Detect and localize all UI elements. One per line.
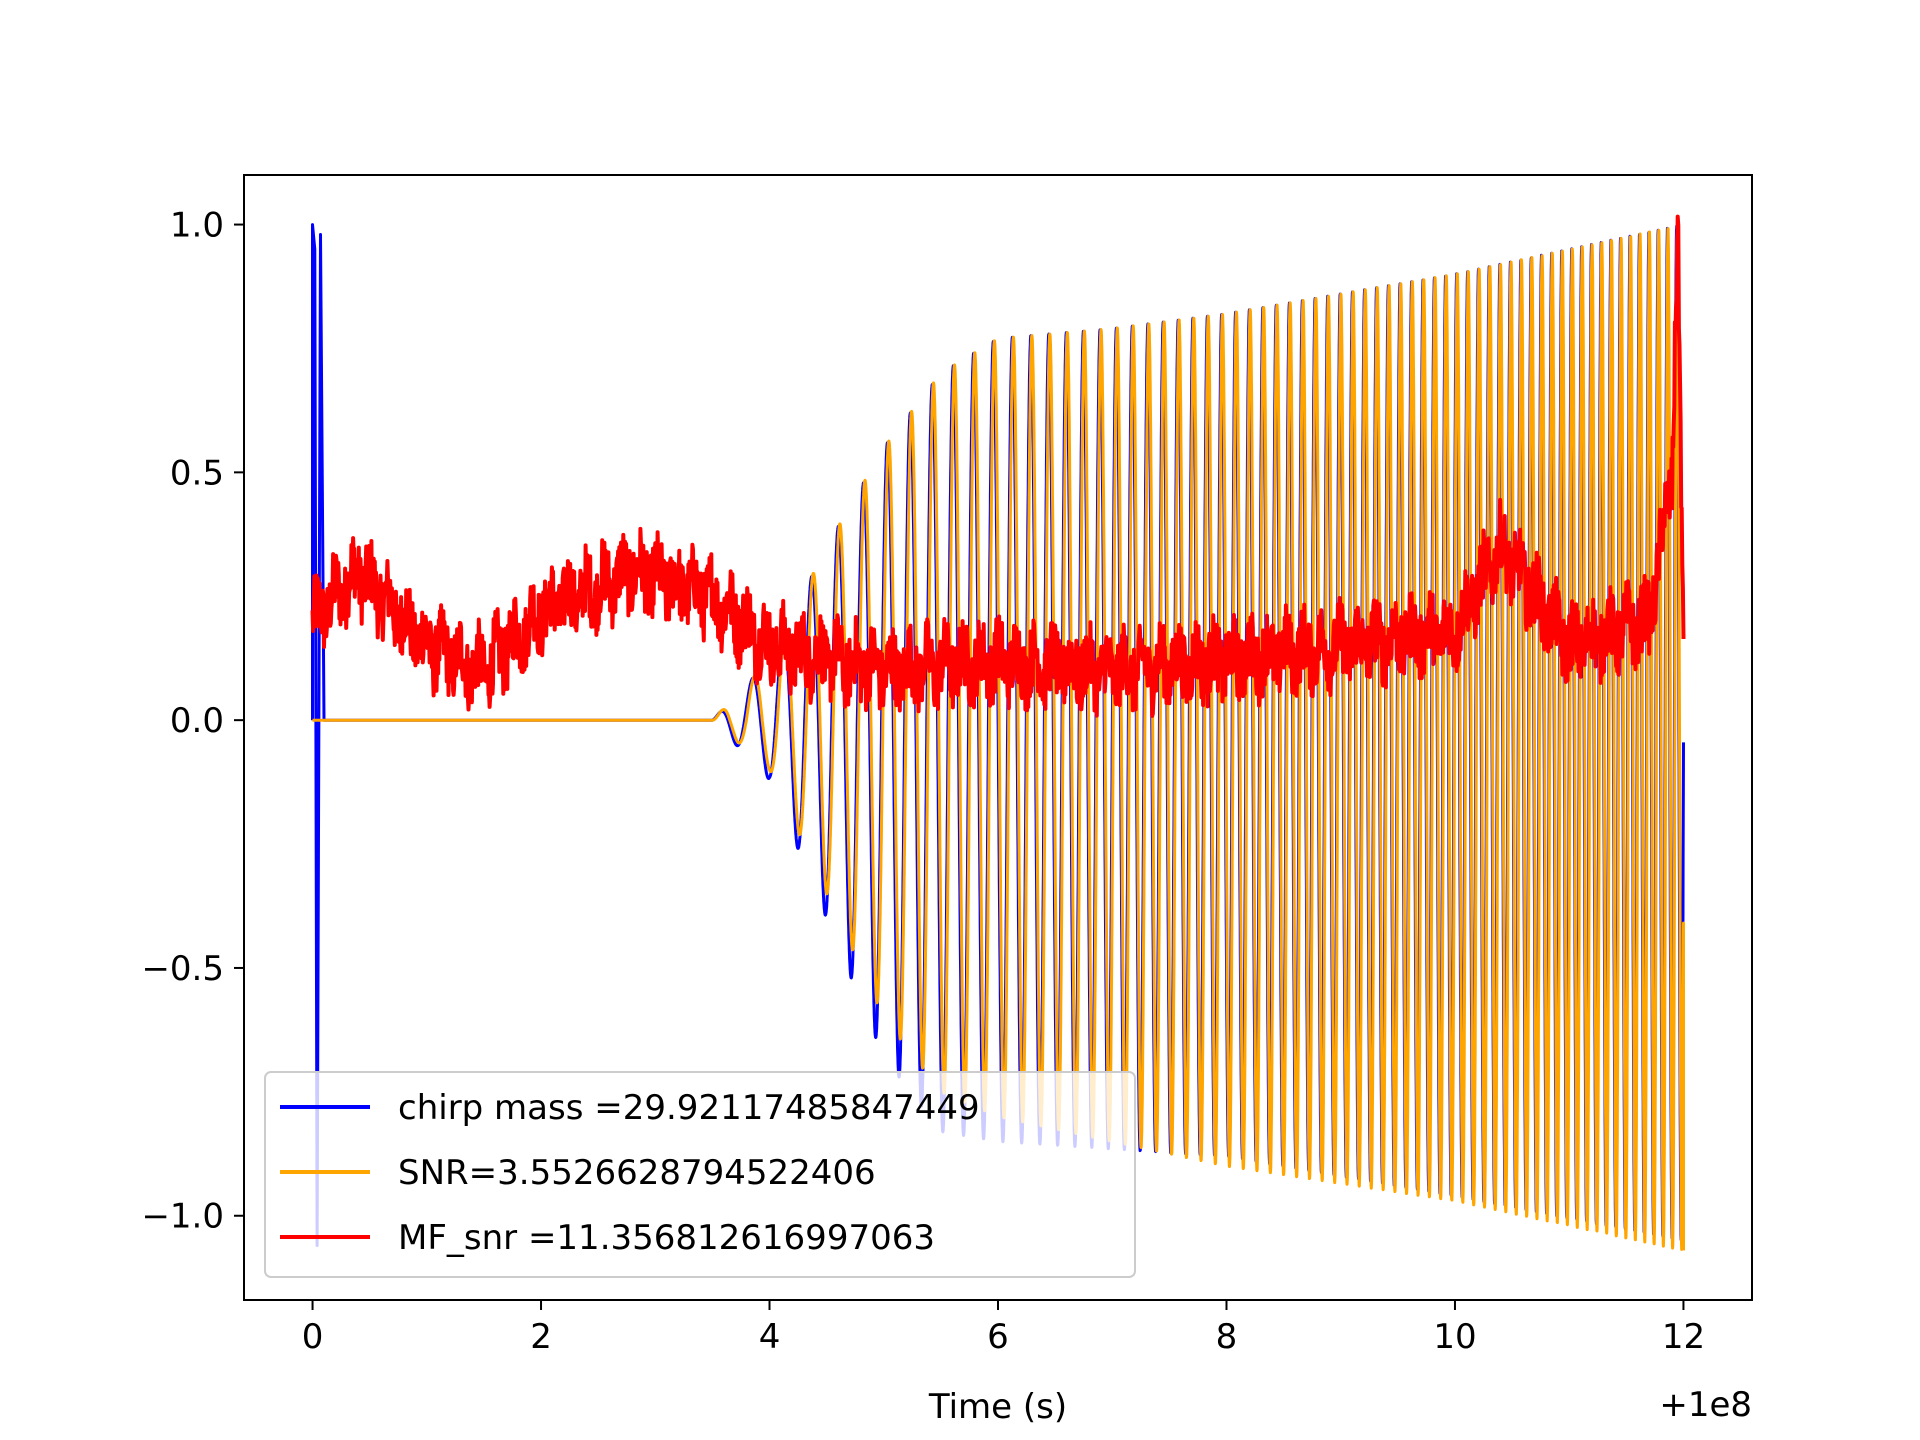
legend-label: MF_snr =11.356812616997063 [398,1218,935,1258]
series-layer [310,214,1686,1251]
y-axis: 1.0 0.5 0.0 −0.5 −1.0 [141,206,244,1237]
x-offset-label: +1e8 [1659,1385,1752,1425]
series-line-3 [310,214,1686,718]
legend-label: chirp mass =29.92117485847449 [398,1088,980,1128]
series-line-2 [312,224,1685,1251]
x-axis-label: Time (s) [928,1387,1067,1427]
x-tick-label: 4 [759,1317,781,1357]
y-tick-label: 0.0 [170,701,224,741]
y-tick-label: 1.0 [170,206,224,246]
y-tick-label: −1.0 [141,1197,224,1237]
x-tick-label: 2 [530,1317,552,1357]
x-tick-label: 12 [1662,1317,1705,1357]
legend-label: SNR=3.5526628794522406 [398,1153,876,1193]
x-tick-label: 6 [987,1317,1009,1357]
legend-box [264,1071,1136,1278]
x-axis: 0 2 4 6 8 10 12 [302,1300,1705,1357]
legend: chirp mass =29.92117485847449 SNR=3.55266… [264,1071,1136,1278]
y-tick-label: −0.5 [141,949,224,989]
y-tick-label: 0.5 [170,453,224,493]
x-tick-label: 10 [1433,1317,1476,1357]
x-tick-label: 8 [1216,1317,1238,1357]
x-tick-label: 0 [302,1317,324,1357]
